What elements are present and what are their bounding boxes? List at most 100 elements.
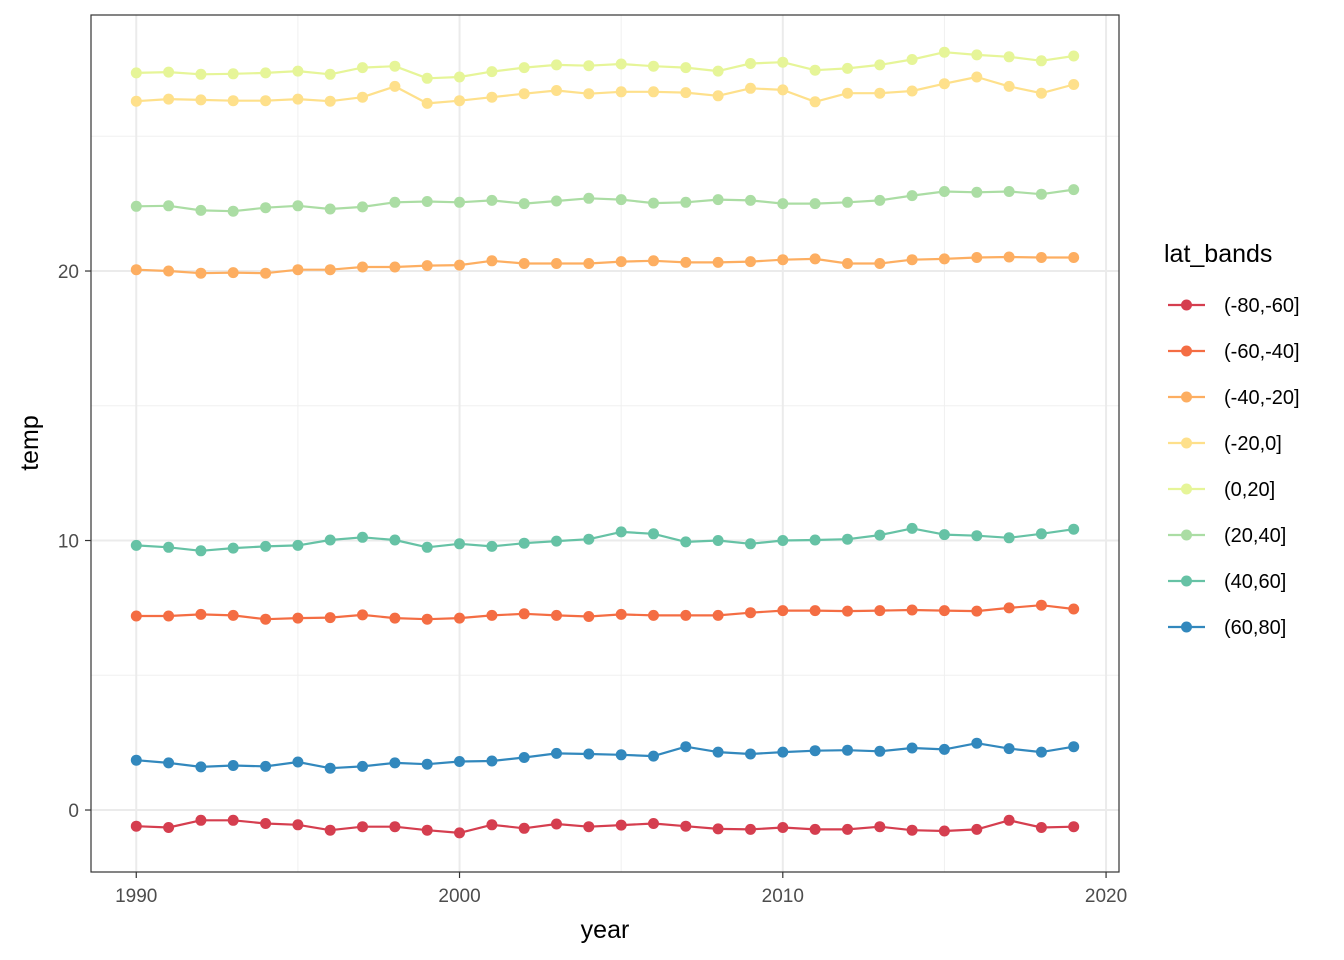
data-point bbox=[130, 610, 142, 622]
legend-key-point bbox=[1181, 575, 1192, 587]
data-point bbox=[195, 204, 207, 216]
data-point bbox=[260, 67, 272, 79]
data-point bbox=[648, 528, 659, 540]
data-point bbox=[648, 609, 659, 621]
data-point bbox=[260, 613, 272, 625]
grid-major bbox=[91, 15, 1119, 872]
data-point bbox=[906, 54, 918, 65]
data-point bbox=[648, 60, 659, 72]
data-point bbox=[777, 254, 789, 266]
data-point bbox=[777, 822, 789, 833]
data-point bbox=[712, 535, 724, 546]
data-point bbox=[712, 746, 724, 758]
data-point bbox=[454, 612, 465, 624]
data-point bbox=[227, 68, 239, 80]
data-point bbox=[874, 258, 886, 269]
data-point bbox=[680, 741, 692, 753]
data-point bbox=[292, 612, 304, 624]
data-point bbox=[163, 822, 175, 833]
data-point bbox=[486, 91, 498, 103]
data-point bbox=[745, 607, 756, 619]
data-point bbox=[357, 609, 368, 621]
data-point bbox=[260, 95, 272, 107]
data-point bbox=[227, 267, 239, 279]
data-point bbox=[518, 537, 530, 549]
legend-label: (20,40] bbox=[1224, 525, 1286, 547]
data-point bbox=[938, 253, 950, 265]
data-point bbox=[195, 814, 207, 826]
data-point bbox=[583, 748, 595, 760]
y-tick-label: 20 bbox=[58, 262, 79, 283]
data-point bbox=[1068, 252, 1080, 263]
data-point bbox=[130, 754, 142, 766]
data-point bbox=[809, 534, 821, 546]
data-point bbox=[712, 823, 724, 835]
data-point bbox=[421, 196, 433, 207]
data-point bbox=[551, 535, 562, 547]
data-point bbox=[1003, 80, 1015, 92]
data-point bbox=[454, 259, 465, 271]
data-point bbox=[971, 530, 983, 542]
data-point bbox=[745, 82, 756, 94]
data-point bbox=[874, 745, 886, 757]
data-point bbox=[938, 743, 950, 755]
data-point bbox=[648, 255, 659, 267]
legend-item: (-40,-20] bbox=[1168, 387, 1300, 409]
data-point bbox=[454, 827, 465, 839]
data-point bbox=[648, 750, 659, 762]
legend-label: (-20,0] bbox=[1224, 433, 1282, 455]
legend-item: (0,20] bbox=[1168, 479, 1275, 501]
data-point bbox=[454, 196, 465, 208]
data-point bbox=[809, 823, 821, 835]
data-point bbox=[292, 756, 304, 768]
data-point bbox=[454, 756, 465, 767]
data-point bbox=[195, 68, 207, 80]
data-point bbox=[680, 609, 692, 621]
data-point bbox=[842, 196, 853, 208]
legend-item: (-20,0] bbox=[1168, 433, 1282, 455]
data-point bbox=[389, 261, 401, 273]
data-point bbox=[906, 85, 918, 97]
data-point bbox=[195, 267, 207, 279]
data-point bbox=[357, 531, 368, 543]
data-point bbox=[971, 605, 983, 617]
legend-label: (-40,-20] bbox=[1224, 387, 1300, 409]
data-point bbox=[163, 757, 175, 769]
legend-key-point bbox=[1181, 621, 1192, 633]
data-point bbox=[874, 87, 886, 99]
data-point bbox=[842, 744, 853, 756]
data-point bbox=[842, 62, 853, 74]
data-point bbox=[421, 97, 433, 109]
data-point bbox=[292, 65, 304, 77]
data-point bbox=[486, 819, 498, 831]
data-point bbox=[551, 818, 562, 830]
data-point bbox=[712, 609, 724, 621]
data-point bbox=[874, 194, 886, 206]
data-point bbox=[1068, 79, 1080, 90]
data-point bbox=[971, 71, 983, 83]
data-point bbox=[130, 820, 142, 832]
data-point bbox=[938, 186, 950, 197]
x-tick-label: 2020 bbox=[1085, 886, 1127, 907]
data-point bbox=[777, 198, 789, 210]
legend-label: (60,80] bbox=[1224, 617, 1286, 639]
data-point bbox=[195, 545, 207, 557]
legend-label: (0,20] bbox=[1224, 479, 1275, 501]
series-(-40,-20] bbox=[130, 251, 1080, 279]
data-point bbox=[551, 195, 562, 207]
data-point bbox=[357, 62, 368, 74]
data-point bbox=[357, 760, 368, 772]
data-point bbox=[1003, 602, 1015, 614]
data-point bbox=[551, 258, 562, 269]
data-point bbox=[809, 745, 821, 757]
data-point bbox=[809, 64, 821, 76]
data-point bbox=[842, 823, 853, 835]
data-point bbox=[389, 80, 401, 92]
data-point bbox=[906, 824, 918, 836]
y-tick-label: 0 bbox=[68, 801, 79, 822]
data-point bbox=[1068, 50, 1080, 62]
data-point bbox=[712, 65, 724, 77]
data-point bbox=[292, 539, 304, 551]
data-point bbox=[842, 605, 853, 617]
